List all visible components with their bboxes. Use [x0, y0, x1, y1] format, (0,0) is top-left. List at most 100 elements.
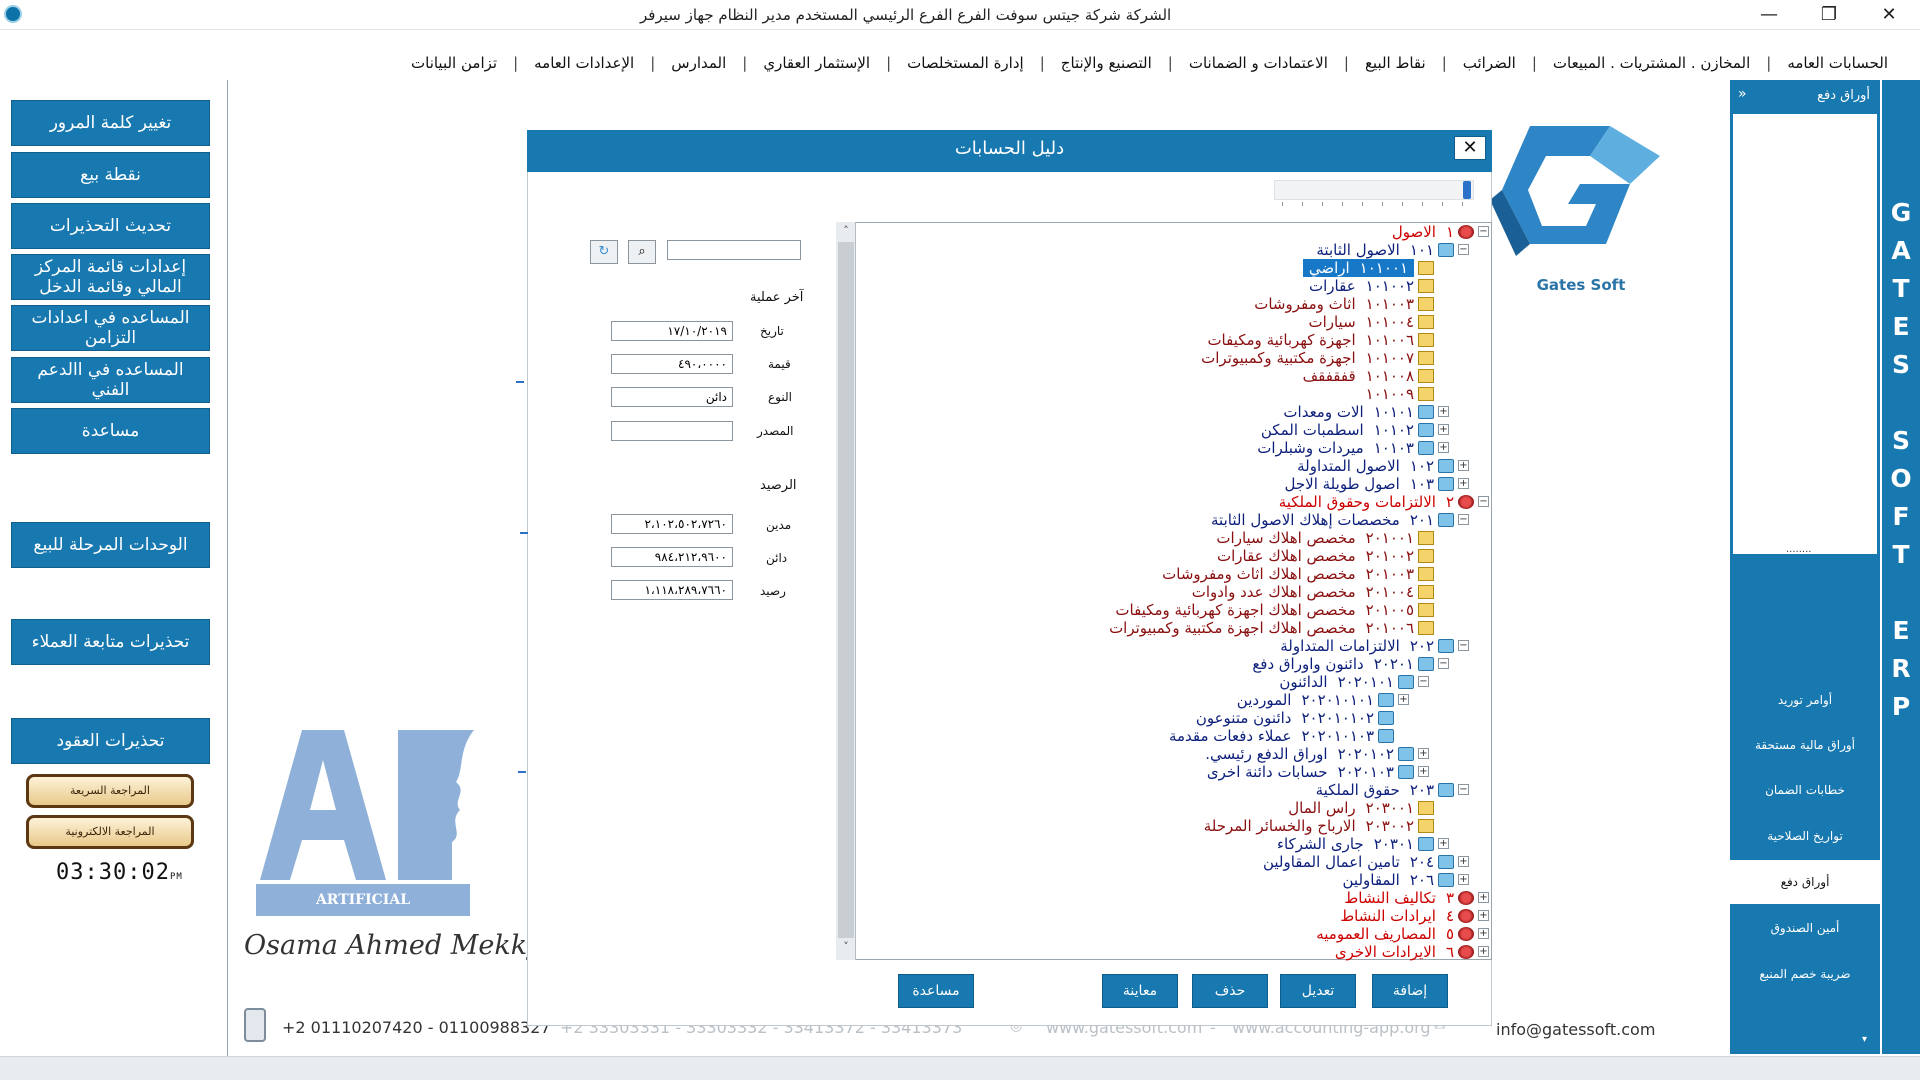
- menu-item-10[interactable]: تزامن البيانات: [411, 54, 498, 72]
- collapse-icon[interactable]: −: [1458, 640, 1469, 651]
- tree-node[interactable]: ٣ تكاليف النشاط: [1344, 889, 1454, 907]
- debit-field[interactable]: ٢،١٠٢،٥٠٢،٧٢٦٠: [611, 514, 733, 534]
- tree-node[interactable]: ٢ الالتزامات وحقوق الملكية: [1279, 493, 1454, 511]
- tree-node[interactable]: ٢٠٢٠١٠٢ اوراق الدفع رئيسي.: [1205, 745, 1394, 763]
- preview-button[interactable]: معاينة: [1102, 974, 1178, 1008]
- customer-followup-warnings-button[interactable]: تحذيرات متابعة العملاء: [11, 619, 210, 665]
- expand-icon[interactable]: +: [1458, 460, 1469, 471]
- tree-node[interactable]: ١٠١٠٢ اسطمبات المكن: [1261, 421, 1414, 439]
- expand-icon[interactable]: +: [1398, 694, 1409, 705]
- collapse-icon[interactable]: −: [1438, 658, 1449, 669]
- tree-node[interactable]: ١ الاصول: [1392, 223, 1454, 241]
- tree-scroll-down-icon[interactable]: ˅: [843, 940, 849, 953]
- menu-item-7[interactable]: الإستثمار العقاري: [763, 54, 871, 72]
- electronic-review-button[interactable]: المراجعة الالكترونية: [26, 815, 194, 849]
- type-field[interactable]: دائن: [611, 387, 733, 407]
- right-nav-item-0[interactable]: أوامر توريد: [1777, 693, 1833, 707]
- tree-node[interactable]: ٢٠٣٠٠١ راس المال: [1288, 799, 1414, 817]
- delete-button[interactable]: حذف: [1192, 974, 1268, 1008]
- tree-node[interactable]: ١٠١٠٠٦ اجهزة كهربائية ومكيفات: [1207, 331, 1414, 349]
- tree-node[interactable]: ٢٠٣٠١ جارى الشركاء: [1277, 835, 1414, 853]
- zoom-slider-thumb[interactable]: [1463, 181, 1471, 199]
- right-nav-item-5[interactable]: أمين الصندوق: [1770, 921, 1840, 935]
- right-nav-item-6[interactable]: ضريبة خصم المنبع: [1759, 967, 1851, 981]
- expand-icon[interactable]: +: [1458, 856, 1469, 867]
- expand-icon[interactable]: +: [1458, 478, 1469, 489]
- collapse-icon[interactable]: −: [1458, 514, 1469, 525]
- menu-item-6[interactable]: إدارة المستخلصات: [907, 54, 1024, 72]
- right-nav-item-4[interactable]: أوراق دفع: [1730, 860, 1880, 904]
- dialog-help-button[interactable]: مساعدة: [898, 974, 974, 1008]
- accounts-tree[interactable]: [836, 222, 1492, 960]
- net-balance-field[interactable]: ١،١١٨،٢٨٩،٧٦٦٠: [611, 580, 733, 600]
- collapse-arrow-icon[interactable]: «: [1738, 86, 1747, 102]
- close-window-button[interactable]: ✕: [1881, 4, 1897, 25]
- expand-icon[interactable]: +: [1418, 748, 1429, 759]
- right-nav-scroll-down-icon[interactable]: ▾: [1862, 1034, 1868, 1045]
- change-password-button[interactable]: تغيير كلمة المرور: [11, 100, 210, 146]
- tree-node[interactable]: ١٠١٠٠٩: [1356, 385, 1414, 403]
- point-of-sale-button[interactable]: نقطة بيع: [11, 152, 210, 198]
- right-nav-splitter[interactable]: ........: [1786, 544, 1812, 555]
- expand-icon[interactable]: +: [1438, 424, 1449, 435]
- tree-node[interactable]: ٦ الايرادات الاخرى: [1335, 943, 1454, 961]
- zoom-slider[interactable]: [1274, 180, 1474, 200]
- tree-node[interactable]: ٢٠٢٠١ دائنون واوراق دفع: [1252, 655, 1414, 673]
- account-search-input[interactable]: [667, 240, 801, 260]
- expand-icon[interactable]: +: [1418, 766, 1429, 777]
- menu-item-2[interactable]: الضرائب: [1462, 54, 1516, 72]
- tree-node[interactable]: ٢٠١٠٠٢ مخصص اهلاك عقارات: [1217, 547, 1414, 565]
- email-link[interactable]: info@gatessoft.com: [1496, 1020, 1656, 1039]
- tree-node[interactable]: ٢٠١٠٠٥ مخصص اهلاك اجهزة كهربائية ومكيفات: [1115, 601, 1414, 619]
- tree-node[interactable]: ٢٠٤ تامين اعمال المقاولين: [1263, 853, 1434, 871]
- minimize-button[interactable]: —: [1760, 4, 1778, 25]
- search-icon[interactable]: ⌕: [628, 240, 656, 264]
- maximize-button[interactable]: ❐: [1820, 4, 1838, 25]
- tree-node[interactable]: ١٠١٠٣ ميردات وشبلرات: [1257, 439, 1414, 457]
- expand-icon[interactable]: +: [1438, 406, 1449, 417]
- help-button[interactable]: مساعدة: [11, 408, 210, 454]
- tree-node[interactable]: ١٠٢ الاصول المتداولة: [1297, 457, 1434, 475]
- collapse-icon[interactable]: −: [1418, 676, 1429, 687]
- tree-node[interactable]: ٢٠٢٠١٠١ الدائنون: [1279, 673, 1394, 691]
- tree-node[interactable]: ١٠٣ اصول طويلة الاجل: [1285, 475, 1434, 493]
- refresh-icon[interactable]: ↻: [590, 240, 618, 264]
- financial-statements-settings-button[interactable]: إعدادات قائمة المركز المالي وقائمة الدخل: [11, 254, 210, 300]
- tree-scrollbar-thumb[interactable]: [838, 242, 854, 938]
- menu-item-9[interactable]: الإعدادات العامه: [534, 54, 635, 72]
- date-field[interactable]: ١٧/١٠/٢٠١٩: [611, 321, 733, 341]
- expand-icon[interactable]: +: [1478, 946, 1489, 957]
- edit-button[interactable]: تعديل: [1280, 974, 1356, 1008]
- tree-node[interactable]: ١٠١ الاصول الثابتة: [1316, 241, 1434, 259]
- tree-node[interactable]: ١٠١٠١ الات ومعدات: [1283, 403, 1414, 421]
- quick-review-button[interactable]: المراجعة السريعة: [26, 774, 194, 808]
- tree-node[interactable]: ١٠١٠٠٣ اثاث ومفروشات: [1254, 295, 1414, 313]
- collapse-icon[interactable]: −: [1458, 244, 1469, 255]
- collapse-icon[interactable]: −: [1478, 226, 1489, 237]
- expand-icon[interactable]: +: [1438, 838, 1449, 849]
- value-field[interactable]: ٤٩٠،٠٠٠٠: [611, 354, 733, 374]
- menu-item-8[interactable]: المدارس: [671, 54, 727, 72]
- tree-node[interactable]: ٢٠٣٠٠٢ الارباح والخسائر المرحلة: [1204, 817, 1414, 835]
- expand-icon[interactable]: +: [1478, 892, 1489, 903]
- collapse-icon[interactable]: −: [1478, 496, 1489, 507]
- expand-icon[interactable]: +: [1478, 910, 1489, 921]
- tree-node[interactable]: ٢٠١٠٠٦ مخصص اهلاك اجهزة مكتبية وكمبيوترات: [1109, 619, 1414, 637]
- menu-item-4[interactable]: الاعتمادات و الضمانات: [1188, 54, 1328, 72]
- tree-node[interactable]: ١٠١٠٠٨ قفقفقف: [1303, 367, 1414, 385]
- sync-settings-help-button[interactable]: المساعده في اعدادات التزامن: [11, 305, 210, 351]
- tree-node[interactable]: ٢٠٢ الالتزامات المتداولة: [1280, 637, 1434, 655]
- collapse-icon[interactable]: −: [1458, 784, 1469, 795]
- right-nav-item-2[interactable]: خطابات الضمان: [1765, 783, 1845, 797]
- right-nav-item-3[interactable]: تواريخ الصلاحية: [1767, 829, 1843, 843]
- tree-node[interactable]: ٢٠٢٠١٠١٠١ الموردين: [1237, 691, 1374, 709]
- add-button[interactable]: إضافة: [1372, 974, 1448, 1008]
- tree-node[interactable]: ٢٠١٠٠٣ مخصص اهلاك اثاث ومفروشات: [1162, 565, 1414, 583]
- tree-node[interactable]: ٥ المصاريف العموميه: [1316, 925, 1454, 943]
- menu-item-5[interactable]: التصنيع والإنتاج: [1060, 54, 1152, 72]
- expand-icon[interactable]: +: [1438, 442, 1449, 453]
- tree-node[interactable]: ٢٠٢٠١٠١٠٣ عملاء دفعات مقدمة: [1169, 727, 1374, 745]
- tree-node[interactable]: ١٠١٠٠٤ سيارات: [1308, 313, 1414, 331]
- credit-field[interactable]: ٩٨٤،٢١٢،٩٦٠٠: [611, 547, 733, 567]
- contracts-warnings-button[interactable]: تحذيرات العقود: [11, 718, 210, 764]
